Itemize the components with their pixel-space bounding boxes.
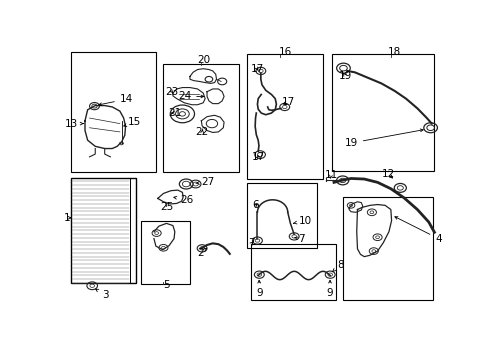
Text: 6: 6: [252, 201, 259, 210]
Bar: [141, 221, 189, 284]
Text: 14: 14: [99, 94, 133, 105]
Text: 12: 12: [381, 169, 394, 179]
Text: 17: 17: [281, 97, 294, 107]
Text: 13: 13: [65, 118, 83, 129]
Text: 11: 11: [324, 170, 337, 180]
Text: 19: 19: [338, 72, 351, 81]
Text: 23: 23: [165, 87, 178, 97]
Text: 17: 17: [250, 64, 264, 74]
Bar: [70, 51, 156, 172]
Bar: [130, 177, 136, 283]
Bar: [343, 197, 432, 300]
Bar: [71, 177, 136, 283]
Text: 21: 21: [168, 108, 181, 118]
Text: 4: 4: [394, 217, 441, 244]
Text: 15: 15: [123, 117, 141, 127]
Bar: [250, 244, 335, 300]
Bar: [246, 54, 322, 179]
Text: 17: 17: [251, 152, 264, 162]
Text: 16: 16: [279, 47, 292, 57]
Text: 27: 27: [195, 177, 214, 187]
Text: 9: 9: [326, 280, 332, 298]
Text: 18: 18: [387, 47, 401, 57]
Text: 24: 24: [178, 91, 203, 102]
Text: 9: 9: [256, 280, 263, 298]
Text: 19: 19: [344, 129, 422, 148]
Text: 25: 25: [160, 202, 173, 212]
Bar: [246, 183, 316, 248]
Text: 5: 5: [163, 280, 169, 290]
Text: 7: 7: [294, 234, 304, 244]
Bar: [331, 54, 433, 171]
Text: 7: 7: [248, 238, 254, 248]
Text: 20: 20: [196, 55, 209, 65]
Text: 1: 1: [64, 213, 71, 223]
Text: 8: 8: [331, 260, 343, 272]
Text: 26: 26: [173, 195, 193, 205]
Text: 2: 2: [196, 248, 206, 258]
Text: 3: 3: [96, 289, 108, 300]
Bar: [163, 64, 239, 172]
Text: 10: 10: [293, 216, 312, 226]
Text: 22: 22: [195, 127, 208, 137]
